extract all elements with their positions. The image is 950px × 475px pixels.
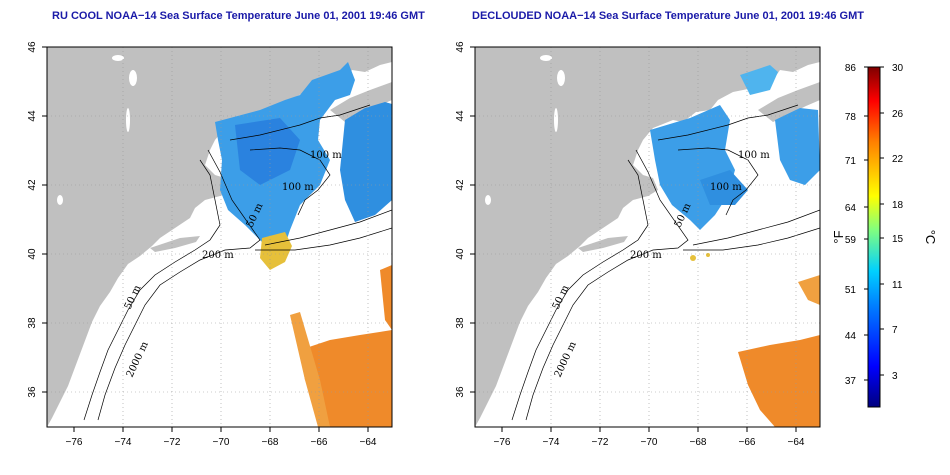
warm-sst-patch — [738, 335, 820, 427]
colorbar-c-label: 3 — [892, 371, 898, 382]
warm-spot — [706, 253, 710, 257]
y-tick-label: 40 — [455, 248, 466, 260]
map-frame — [474, 46, 821, 428]
land-mass — [475, 47, 820, 427]
warm-sst-patch — [798, 275, 820, 305]
colorbar-f-label: 86 — [845, 63, 857, 74]
x-tick-label: −70 — [213, 437, 230, 448]
x-tick-label: −70 — [641, 437, 658, 448]
fahrenheit-unit-label: °F — [831, 230, 846, 243]
colorbar-c-label: 15 — [892, 234, 904, 245]
y-tick-label: 40 — [27, 248, 38, 260]
grid-lines — [47, 47, 392, 427]
cool-sst-streaks — [235, 118, 300, 185]
x-tick-label: −76 — [494, 437, 511, 448]
cool-sst-east — [340, 102, 392, 222]
nova-scotia-land — [330, 82, 392, 122]
x-tick-label: −76 — [66, 437, 83, 448]
long-island — [578, 236, 628, 252]
colorbar-f-label: 71 — [845, 156, 857, 167]
y-tick-label: 46 — [27, 41, 38, 53]
x-tick-label: −72 — [592, 437, 609, 448]
x-tick-labels: −76 −74 −72 −70 −68 −66 −64 — [494, 437, 805, 448]
nova-scotia-land — [758, 82, 820, 122]
celsius-tick-labels: 30 26 22 18 15 11 7 3 — [892, 63, 904, 382]
contour-label: 100 m — [310, 150, 342, 161]
map-panel-declouded: 100 m 100 m 200 m 50 m 2000 m 50 m −76 −… — [455, 41, 821, 448]
y-tick-label: 46 — [455, 41, 466, 53]
celsius-unit-label: °C — [923, 230, 938, 245]
map-panel-ru-cool: 100 m 100 m 200 m 50 m 2000 m 50 m −76 −… — [27, 41, 393, 448]
colorbar-f-label: 37 — [845, 376, 857, 387]
y-tick-label: 36 — [27, 386, 38, 398]
fahrenheit-tick-labels: 86 78 71 64 59 51 44 37 — [845, 63, 857, 387]
x-tick-label: −74 — [543, 437, 560, 448]
x-tick-label: −64 — [360, 437, 377, 448]
y-tick-labels: 46 44 42 40 38 36 — [27, 41, 38, 398]
colorbar-f-label: 44 — [845, 331, 857, 342]
axis-ticks — [42, 46, 369, 432]
contour-label: 100 m — [282, 182, 314, 193]
y-tick-label: 42 — [455, 179, 466, 191]
colorbar-c-label: 30 — [892, 63, 904, 74]
colorbar-c-label: 22 — [892, 154, 904, 165]
warm-sst-east-strip — [380, 265, 392, 330]
cool-sst-patch — [740, 65, 778, 95]
y-tick-label: 38 — [455, 317, 466, 329]
bathymetry-contours — [83, 104, 392, 421]
contour-label: 100 m — [710, 182, 742, 193]
long-island — [150, 236, 200, 252]
panel-title-ru-cool: RU COOL NOAA−14 Sea Surface Temperature … — [52, 10, 425, 22]
x-tick-label: −68 — [690, 437, 707, 448]
y-tick-label: 42 — [27, 179, 38, 191]
colorbar-c-label: 7 — [892, 325, 898, 336]
colorbar-f-label: 59 — [845, 235, 857, 246]
x-tick-label: −66 — [311, 437, 328, 448]
axis-ticks — [470, 46, 797, 432]
y-tick-label: 44 — [27, 110, 38, 122]
x-tick-label: −72 — [164, 437, 181, 448]
warm-sst-strip — [290, 312, 330, 427]
y-tick-label: 36 — [455, 386, 466, 398]
cool-sst-patch — [700, 170, 748, 205]
map-frame — [46, 46, 393, 428]
temperature-colorbar: 86 78 71 64 59 51 44 37 30 26 22 18 15 1… — [831, 63, 938, 408]
x-tick-label: −74 — [115, 437, 132, 448]
x-tick-label: −64 — [788, 437, 805, 448]
grid-lines — [475, 47, 820, 427]
colorbar-c-label: 18 — [892, 200, 904, 211]
colorbar-c-label: 11 — [892, 280, 903, 291]
colorbar-f-label: 64 — [845, 203, 857, 214]
colorbar-ticks — [864, 66, 884, 381]
y-tick-label: 38 — [27, 317, 38, 329]
contour-label: 200 m — [202, 250, 234, 261]
colorbar-gradient — [867, 66, 881, 408]
x-tick-label: −66 — [739, 437, 756, 448]
x-tick-labels: −76 −74 −72 −70 −68 −66 −64 — [66, 437, 377, 448]
panel-title-declouded: DECLOUDED NOAA−14 Sea Surface Temperatur… — [472, 10, 864, 22]
cool-sst-patch — [775, 108, 820, 185]
colorbar-f-label: 78 — [845, 112, 857, 123]
bathymetry-contours — [511, 104, 820, 421]
y-tick-labels: 46 44 42 40 38 36 — [455, 41, 466, 398]
contour-label: 100 m — [738, 150, 770, 161]
x-tick-label: −68 — [262, 437, 279, 448]
colorbar-c-label: 26 — [892, 109, 904, 120]
warm-spot — [690, 255, 696, 261]
y-tick-label: 44 — [455, 110, 466, 122]
colorbar-f-label: 51 — [845, 285, 857, 296]
contour-label: 200 m — [630, 250, 662, 261]
land-mass — [47, 47, 392, 427]
